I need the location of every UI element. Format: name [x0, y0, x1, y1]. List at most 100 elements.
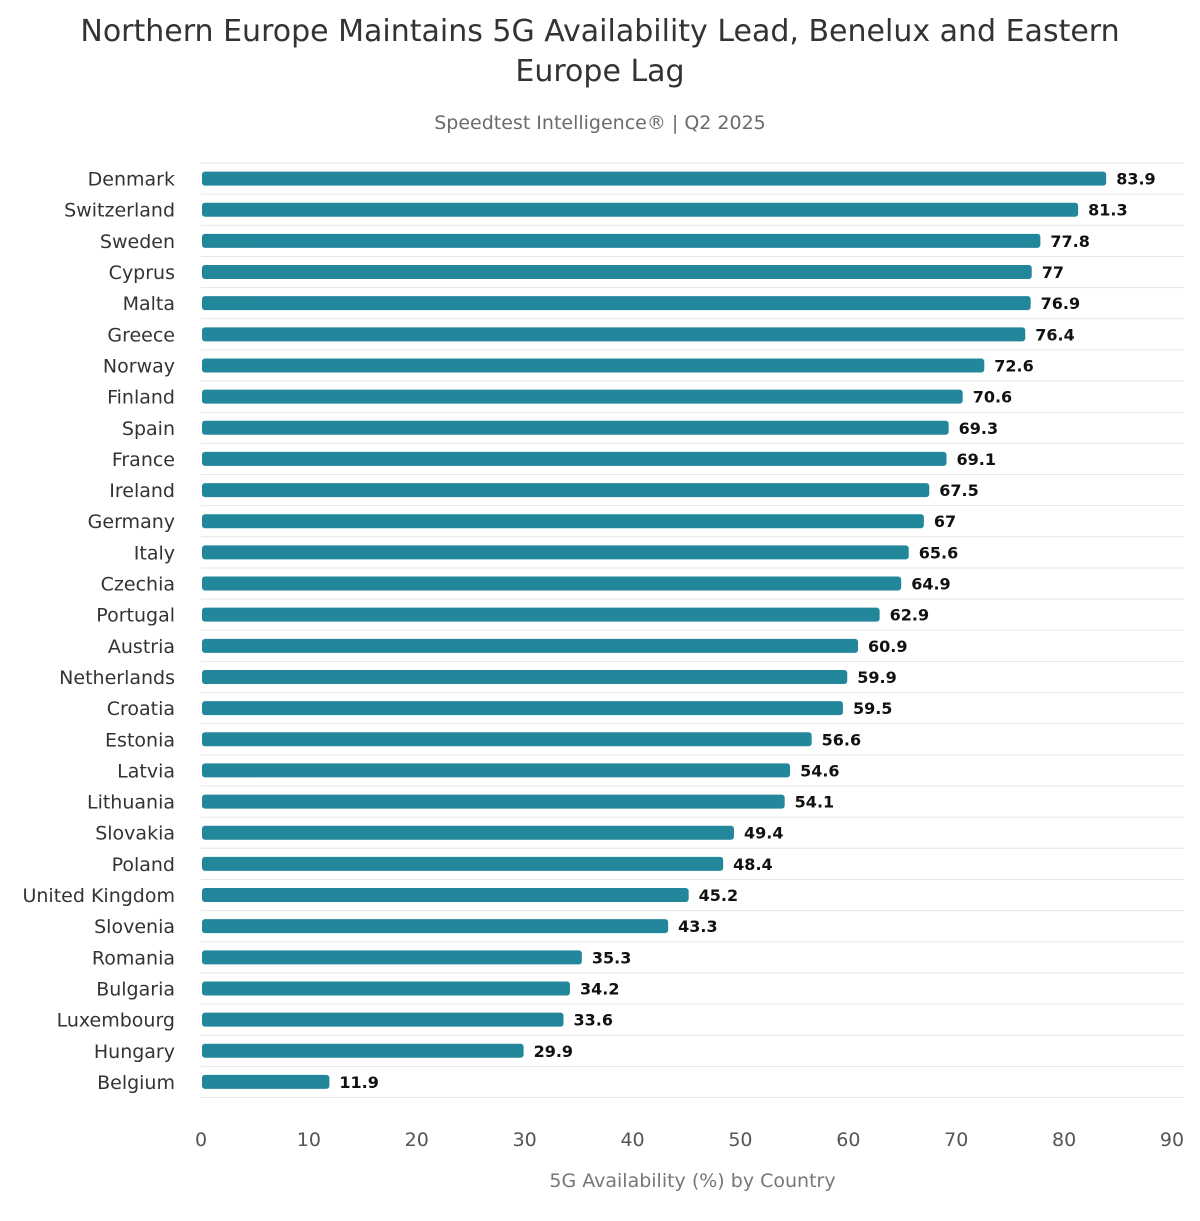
category-label: Estonia — [105, 729, 175, 751]
category-label: Belgium — [97, 1072, 175, 1094]
bar — [202, 327, 1026, 342]
value-label: 59.9 — [857, 668, 896, 687]
value-label: 69.3 — [959, 419, 998, 438]
x-tick-label: 30 — [513, 1129, 537, 1151]
value-label: 77 — [1042, 263, 1064, 282]
category-label: Switzerland — [64, 200, 175, 222]
category-label: Netherlands — [59, 667, 175, 689]
bar — [202, 701, 843, 716]
category-label: Lithuania — [87, 792, 175, 814]
category-label: Norway — [103, 355, 175, 377]
bar — [202, 669, 848, 684]
bar — [202, 919, 669, 934]
value-label: 56.6 — [822, 730, 861, 749]
bar — [202, 950, 582, 965]
value-label: 76.9 — [1041, 294, 1080, 313]
x-tick-label: 50 — [728, 1129, 752, 1151]
bar — [202, 732, 812, 747]
value-label: 33.6 — [574, 1011, 613, 1030]
category-label: Finland — [107, 387, 175, 409]
category-label: Malta — [123, 293, 175, 315]
bar — [202, 233, 1041, 248]
chart-subtitle: Speedtest Intelligence® | Q2 2025 — [434, 112, 766, 134]
bar — [202, 545, 909, 560]
bar — [202, 763, 791, 778]
category-label: Luxembourg — [57, 1010, 175, 1032]
bar — [202, 638, 859, 653]
x-tick-label: 20 — [405, 1129, 429, 1151]
x-tick-label: 40 — [620, 1129, 644, 1151]
value-label: 62.9 — [890, 606, 929, 625]
category-label: Germany — [88, 511, 175, 533]
x-tick-label: 10 — [297, 1129, 321, 1151]
category-label: Hungary — [94, 1041, 175, 1063]
category-label: Ireland — [109, 480, 175, 502]
bar — [202, 202, 1079, 217]
category-label: Slovenia — [94, 916, 175, 938]
value-label: 29.9 — [534, 1042, 573, 1061]
category-label: Spain — [122, 418, 175, 440]
value-label: 11.9 — [339, 1073, 378, 1092]
value-label: 35.3 — [592, 948, 631, 967]
value-label: 43.3 — [678, 917, 717, 936]
bar — [202, 420, 949, 435]
value-label: 67 — [934, 512, 956, 531]
category-label: Austria — [108, 636, 175, 658]
x-tick-label: 80 — [1052, 1129, 1076, 1151]
x-tick-label: 0 — [195, 1129, 207, 1151]
value-label: 54.1 — [795, 793, 834, 812]
value-label: 67.5 — [939, 481, 978, 500]
bar — [202, 514, 924, 529]
bar — [202, 576, 902, 591]
value-label: 48.4 — [733, 855, 772, 874]
bar — [202, 607, 880, 622]
bar — [202, 265, 1032, 280]
bar — [202, 888, 689, 903]
category-label: United Kingdom — [22, 885, 175, 907]
category-label: France — [112, 449, 175, 471]
value-label: 76.4 — [1035, 325, 1074, 344]
value-label: 64.9 — [911, 575, 950, 594]
x-axis-title: 5G Availability (%) by Country — [549, 1170, 835, 1192]
value-label: 81.3 — [1088, 201, 1127, 220]
bar — [202, 389, 963, 404]
x-tick-label: 90 — [1160, 1129, 1184, 1151]
category-label: Italy — [134, 542, 175, 564]
value-label: 49.4 — [744, 824, 783, 843]
category-label: Latvia — [117, 760, 175, 782]
category-label: Romania — [92, 947, 175, 969]
bar — [202, 1012, 564, 1027]
bar — [202, 856, 724, 871]
category-label: Sweden — [100, 231, 175, 253]
bar — [202, 1074, 330, 1089]
bar — [202, 794, 785, 809]
x-tick-label: 70 — [944, 1129, 968, 1151]
value-label: 45.2 — [699, 886, 738, 905]
bar — [202, 358, 985, 373]
bar — [202, 1043, 524, 1058]
value-label: 70.6 — [973, 388, 1012, 407]
value-label: 69.1 — [957, 450, 996, 469]
category-label: Bulgaria — [96, 978, 175, 1000]
bar — [202, 296, 1031, 311]
value-label: 65.6 — [919, 543, 958, 562]
bar — [202, 451, 947, 466]
bar — [202, 981, 570, 996]
value-label: 34.2 — [580, 979, 619, 998]
category-label: Denmark — [88, 169, 175, 191]
value-label: 54.6 — [800, 761, 839, 780]
category-label: Czechia — [101, 574, 175, 596]
bar — [202, 825, 734, 840]
category-label: Slovakia — [95, 823, 175, 845]
bar — [202, 483, 930, 498]
value-label: 83.9 — [1116, 170, 1155, 189]
category-label: Croatia — [107, 698, 175, 720]
category-label: Poland — [112, 854, 175, 876]
category-label: Portugal — [96, 605, 175, 627]
value-label: 60.9 — [868, 637, 907, 656]
bar — [202, 171, 1107, 186]
chart-title: Northern Europe Maintains 5G Availabilit… — [80, 14, 1120, 89]
value-label: 59.5 — [853, 699, 892, 718]
value-label: 72.6 — [994, 356, 1033, 375]
